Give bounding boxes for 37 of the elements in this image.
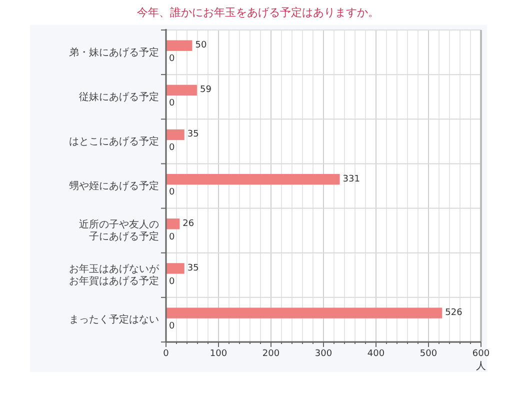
data-label: 0 [169,276,175,287]
data-label: 26 [182,218,194,229]
data-label: 0 [169,232,175,242]
data-label: 331 [342,174,360,184]
data-label: 0 [169,54,175,64]
x-tick-label: 500 [420,349,438,359]
data-label: 35 [187,263,199,274]
y-tick-label: 弟・妹にあげる予定 [69,46,159,58]
x-tick-label: 400 [367,349,385,359]
data-label: 0 [169,321,175,332]
data-label: 59 [200,85,212,96]
x-tick-label: 0 [163,349,170,359]
y-tick-label: 甥や姪にあげる予定 [69,180,159,192]
bar [166,174,340,185]
bar [166,263,184,274]
bar [166,84,197,96]
y-tick-label: お年玉はあげないがお年賀はあげる予定 [69,262,160,287]
x-tick-label: 100 [210,349,228,359]
y-tick-label: はとこにあげる予定 [69,134,159,147]
data-label: 0 [169,143,175,154]
bar [166,40,192,51]
data-label: 0 [169,98,175,109]
x-axis-title: 人 [476,361,486,372]
bar [166,308,442,318]
y-tick-label: 従妹にあげる予定 [79,90,159,102]
bar [166,218,180,230]
data-label: 35 [187,130,199,140]
data-label: 0 [169,188,175,198]
data-label: 50 [195,40,207,51]
y-tick-label: 近所の子や友人の子にあげる予定 [79,218,159,242]
chart-title: 今年、誰かにお年玉をあげる予定はありますか。 [137,6,379,19]
data-label: 526 [445,308,463,318]
x-tick-label: 300 [314,349,332,359]
bar [166,129,184,140]
y-tick-label: まったく予定はない [69,313,159,326]
x-tick-label: 200 [262,349,280,359]
x-tick-label: 600 [472,349,490,359]
